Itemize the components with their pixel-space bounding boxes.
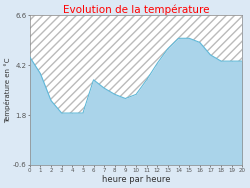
- X-axis label: heure par heure: heure par heure: [102, 175, 170, 184]
- Y-axis label: Température en °C: Température en °C: [4, 58, 11, 123]
- Title: Evolution de la température: Evolution de la température: [63, 4, 209, 15]
